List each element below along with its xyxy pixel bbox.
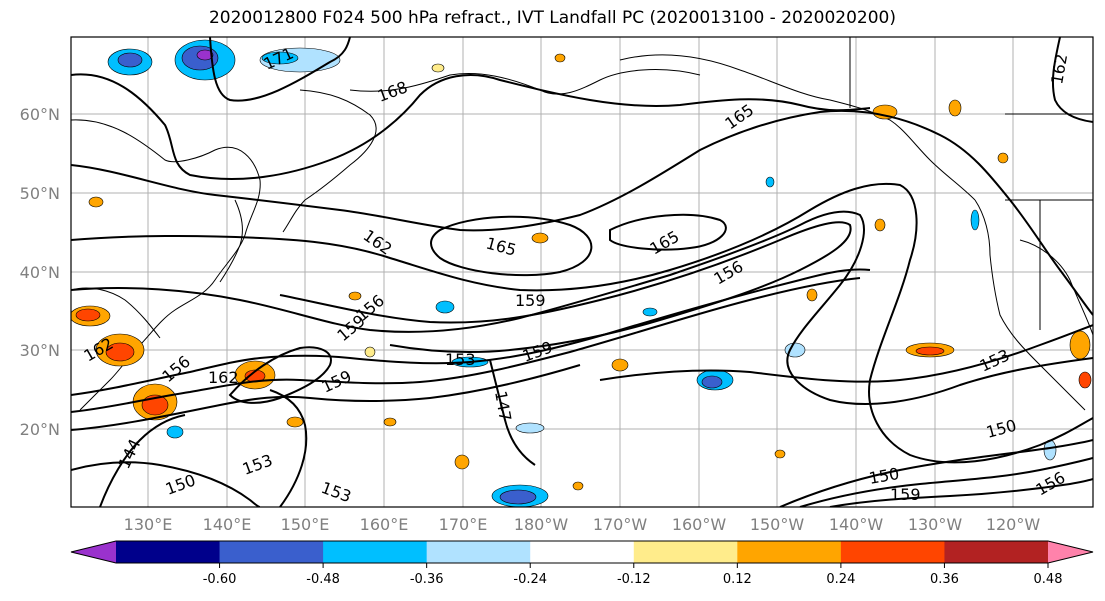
lon-label: 180°W (514, 515, 569, 534)
map-title: 2020012800 F024 500 hPa refract., IVT La… (208, 8, 896, 28)
lon-label: 120°W (986, 515, 1041, 534)
colorbar-bin (737, 541, 842, 563)
latitude-labels: 60°N 50°N 40°N 30°N 20°N (20, 105, 60, 439)
contour-label: 162 (208, 368, 239, 387)
lat-label: 40°N (20, 263, 60, 282)
lon-label: 150°E (281, 515, 330, 534)
lon-label: 160°W (672, 515, 727, 534)
lon-label: 130°E (124, 515, 173, 534)
colorbar-bin (116, 541, 221, 563)
colorbar-bin (530, 541, 635, 563)
colorbar-outline (70, 540, 1094, 564)
colorbar-bin (426, 541, 531, 563)
colorbar-tick-label: -0.24 (513, 572, 547, 587)
lat-label: 50°N (20, 184, 60, 203)
contour-label: 159 (890, 485, 921, 504)
colorbar-bin (840, 541, 945, 563)
colorbar-ticks: -0.60 -0.48 -0.36 -0.24 -0.12 0.12 0.24 0.36 0.4… (203, 563, 1063, 587)
colorbar-bin (633, 541, 738, 563)
lat-label: 30°N (20, 341, 60, 360)
colorbar-tick-label: -0.36 (410, 572, 444, 587)
contour-label: 159 (515, 291, 546, 310)
longitude-labels: 130°E 140°E 150°E 160°E 170°E 180°W 170°… (124, 515, 1041, 534)
lon-label: 140°E (203, 515, 252, 534)
colorbar-tick-label: 0.36 (930, 572, 959, 587)
lon-label: 170°E (439, 515, 488, 534)
shaded-anomalies (71, 39, 1092, 507)
colorbar-tick-label: -0.60 (203, 572, 237, 587)
lat-label: 60°N (20, 105, 60, 124)
colorbar-tick-label: 0.24 (826, 572, 855, 587)
colorbar-tick-label: -0.48 (306, 572, 340, 587)
colorbar-extend-high (1048, 541, 1093, 563)
colorbar-tick-label: 0.12 (723, 572, 752, 587)
lon-label: 130°W (908, 515, 963, 534)
plot-frame (70, 36, 1094, 508)
colorbar-bin (219, 541, 324, 563)
colorbar-extend-low (71, 541, 116, 563)
lon-label: 160°E (360, 515, 409, 534)
contour-label: 153 (445, 350, 476, 369)
colorbar-tick-label: 0.48 (1034, 572, 1063, 587)
borders (849, 37, 1093, 330)
lat-label: 20°N (20, 420, 60, 439)
colorbar-bin (323, 541, 428, 563)
lon-label: 150°W (750, 515, 805, 534)
lon-label: 170°W (593, 515, 648, 534)
lon-label: 140°W (829, 515, 884, 534)
colorbar (70, 540, 1094, 564)
colorbar-bin (944, 541, 1049, 563)
refractivity-contours (71, 37, 1093, 507)
colorbar-tick-label: -0.12 (617, 572, 651, 587)
